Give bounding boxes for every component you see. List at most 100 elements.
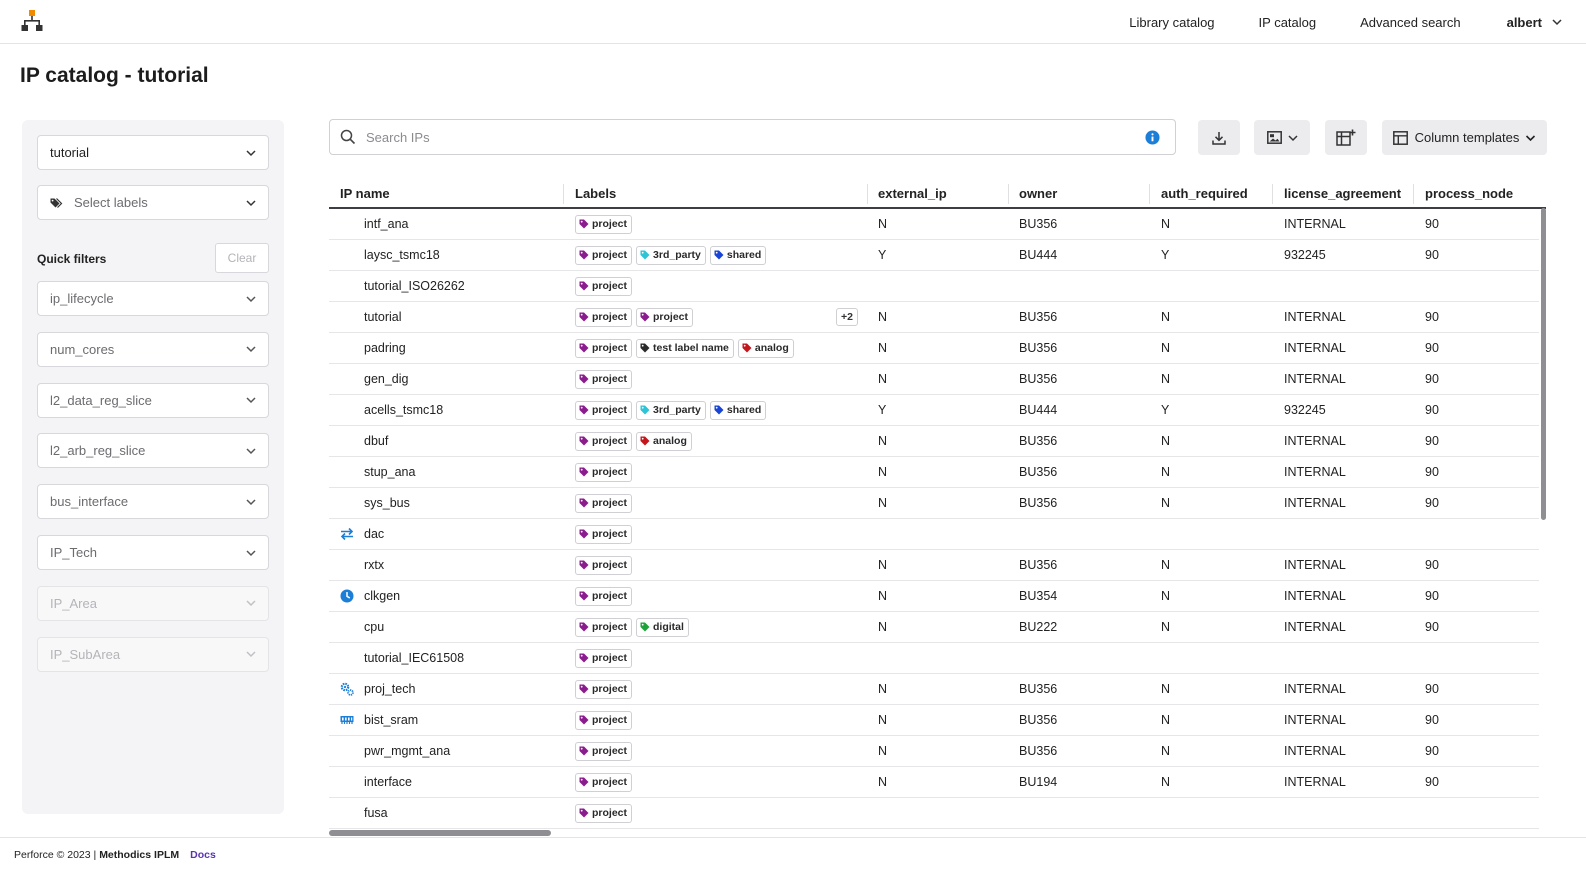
table-row[interactable]: interface project N BU194 N INTERNAL 90 (329, 767, 1539, 798)
label-badge[interactable]: project (575, 586, 633, 606)
label-badge[interactable]: project (575, 369, 633, 389)
label-badge[interactable]: project (575, 803, 633, 823)
table-row[interactable]: bist_sram project N BU356 N INTERNAL 90 (329, 705, 1539, 736)
table-row[interactable]: rxtx project N BU356 N INTERNAL 90 (329, 550, 1539, 581)
label-badge[interactable]: project (575, 400, 633, 420)
ip-name-cell[interactable]: tutorial_ISO26262 (364, 279, 465, 293)
ip-name-cell[interactable]: pwr_mgmt_ana (364, 744, 451, 758)
label-badge[interactable]: project (575, 245, 633, 265)
label-badge[interactable]: project (575, 214, 633, 234)
table-row[interactable]: fusa project (329, 798, 1539, 829)
ip-name-cell[interactable]: bist_sram (364, 713, 419, 727)
ip-name-cell[interactable]: interface (364, 775, 412, 789)
label-badge[interactable]: shared (709, 245, 767, 265)
column-header-license-agreement[interactable]: license_agreement (1284, 186, 1402, 201)
quick-filter-select[interactable]: l2_data_reg_slice (37, 382, 269, 418)
label-badge[interactable]: project (575, 617, 633, 637)
ip-name-cell[interactable]: stup_ana (364, 465, 416, 479)
table-row[interactable]: sys_bus project N BU356 N INTERNAL 90 (329, 488, 1539, 519)
label-badge[interactable]: project (575, 710, 633, 730)
quick-filter-select[interactable]: IP_Tech (37, 535, 269, 570)
column-header-labels[interactable]: Labels (575, 186, 617, 201)
info-icon[interactable] (1145, 129, 1160, 145)
search-input[interactable] (366, 129, 1145, 145)
ip-name-cell[interactable]: sys_bus (364, 496, 410, 510)
quick-filter-select[interactable]: l2_arb_reg_slice (37, 433, 269, 469)
docs-link[interactable]: Docs (190, 848, 216, 861)
quick-filter-select[interactable]: bus_interface (37, 484, 269, 520)
column-header-owner[interactable]: owner (1019, 186, 1058, 201)
quick-filter-select[interactable]: num_cores (37, 331, 269, 367)
horizontal-scrollbar[interactable] (329, 830, 551, 836)
label-badge[interactable]: project (575, 431, 633, 451)
table-row[interactable]: clkgen project N BU354 N INTERNAL 90 (329, 581, 1539, 612)
label-badge[interactable]: project (575, 555, 633, 575)
table-row[interactable]: tutorial_IEC61508 project (329, 643, 1539, 674)
label-badge[interactable]: project (575, 524, 633, 544)
table-row[interactable]: acells_tsmc18 project 3rd_party shared Y BU44… (329, 395, 1539, 426)
label-badge[interactable]: 3rd_party (636, 245, 706, 265)
table-row[interactable]: cpu project digital N BU222 N INTERNAL 90 (329, 612, 1539, 643)
quick-filter-select[interactable]: ip_lifecycle (37, 281, 269, 316)
label-badge[interactable]: project (575, 338, 633, 358)
table-row[interactable]: padring project test label name analog N BU35… (329, 333, 1539, 364)
column-header-ip-name[interactable]: IP name (340, 186, 390, 201)
label-badge[interactable]: project (575, 772, 633, 792)
ip-name-cell[interactable]: laysc_tsmc18 (364, 248, 440, 262)
column-header-external-ip[interactable]: external_ip (878, 186, 947, 201)
label-badge[interactable]: project (575, 462, 633, 482)
label-badge[interactable]: project (575, 493, 633, 513)
nav-advanced-search[interactable]: Advanced search (1360, 14, 1461, 30)
label-badge[interactable]: digital (636, 617, 689, 637)
vertical-scrollbar[interactable] (1541, 208, 1546, 520)
ip-name-cell[interactable]: tutorial_IEC61508 (364, 651, 465, 665)
ip-name-cell[interactable]: dac (364, 527, 385, 541)
table-row[interactable]: pwr_mgmt_ana project N BU356 N INTERNAL 90 (329, 736, 1539, 767)
hierarchy-logo-icon[interactable] (20, 9, 44, 33)
table-row[interactable]: tutorial_ISO26262 project (329, 271, 1539, 302)
column-header-process-node[interactable]: process_node (1425, 186, 1514, 201)
ip-name-cell[interactable]: padring (364, 341, 406, 355)
table-row[interactable]: tutorial project project +2 N BU356 N INTERNAL 9… (329, 302, 1539, 333)
table-row[interactable]: laysc_tsmc18 project 3rd_party shared Y BU444… (329, 240, 1539, 271)
ip-name-cell[interactable]: tutorial (364, 310, 402, 324)
label-badge[interactable]: project (575, 648, 633, 668)
table-row[interactable]: gen_dig project N BU356 N INTERNAL 90 (329, 364, 1539, 395)
clear-filters-button[interactable]: Clear (215, 243, 269, 273)
nav-ip-catalog[interactable]: IP catalog (1258, 14, 1317, 30)
table-row[interactable]: proj_tech project N BU356 N INTERNAL 90 (329, 674, 1539, 705)
table-row[interactable]: stup_ana project N BU356 N INTERNAL 90 (329, 457, 1539, 488)
ip-name-cell[interactable]: gen_dig (364, 372, 409, 386)
label-badge[interactable]: project (575, 307, 633, 327)
ip-name-cell[interactable]: intf_ana (364, 217, 409, 231)
download-button[interactable] (1198, 120, 1240, 155)
label-badge[interactable]: analog (636, 431, 692, 451)
table-row[interactable]: dbuf project analog N BU356 N INTERNAL 90 (329, 426, 1539, 457)
label-badge[interactable]: project (575, 276, 633, 296)
add-column-button[interactable] (1325, 120, 1367, 155)
ip-name-cell[interactable]: clkgen (364, 589, 401, 603)
label-badge[interactable]: project (575, 741, 633, 761)
user-menu[interactable]: albert (1507, 15, 1562, 30)
ip-name-cell[interactable]: dbuf (364, 434, 389, 448)
label-badge[interactable]: shared (709, 400, 767, 420)
table-row[interactable]: intf_ana project N BU356 N INTERNAL 90 (329, 209, 1539, 240)
column-templates-button[interactable]: Column templates (1382, 120, 1547, 155)
view-mode-button[interactable] (1254, 120, 1310, 155)
nav-library-catalog[interactable]: Library catalog (1129, 14, 1215, 30)
more-labels-badge[interactable]: +2 (836, 308, 858, 326)
label-badge[interactable]: project (575, 679, 633, 699)
label-badge[interactable]: analog (737, 338, 794, 358)
table-row[interactable]: dac project (329, 519, 1539, 550)
labels-select[interactable]: Select labels (37, 185, 269, 220)
ip-name-cell[interactable]: fusa (364, 806, 388, 820)
ip-name-cell[interactable]: acells_tsmc18 (364, 403, 444, 417)
ip-name-cell[interactable]: cpu (364, 620, 385, 634)
column-header-auth-required[interactable]: auth_required (1161, 186, 1248, 201)
ip-name-cell[interactable]: rxtx (364, 558, 385, 572)
label-badge[interactable]: 3rd_party (636, 400, 706, 420)
label-badge[interactable]: project (636, 307, 694, 327)
project-select[interactable]: tutorial (37, 135, 269, 170)
ip-name-cell[interactable]: proj_tech (364, 682, 416, 696)
label-badge[interactable]: test label name (636, 338, 734, 358)
